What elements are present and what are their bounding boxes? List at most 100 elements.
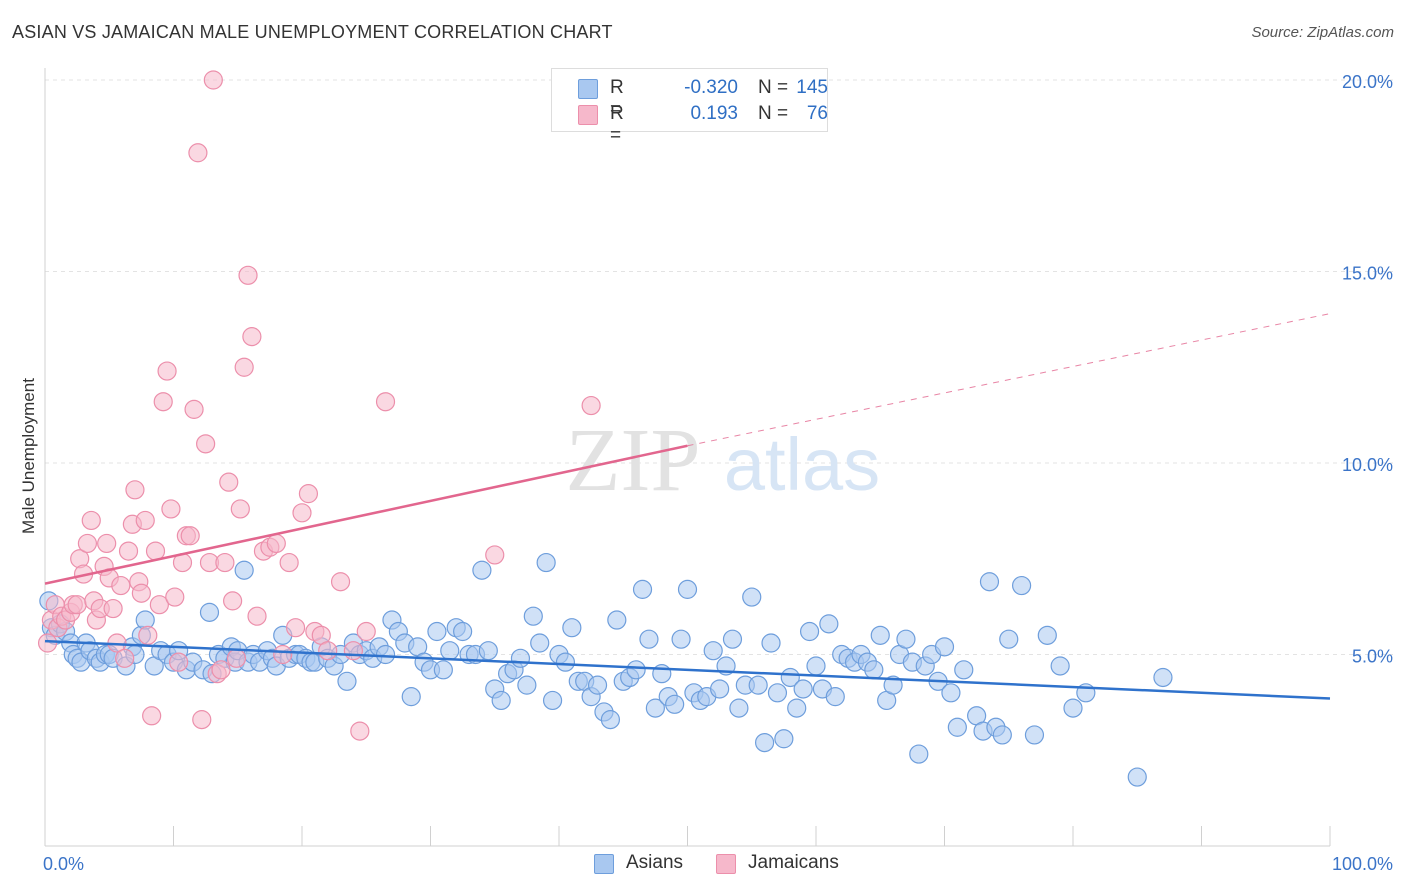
y-tick-label: 10.0% xyxy=(1342,455,1393,475)
asian-point xyxy=(337,671,357,691)
asian-point xyxy=(870,625,890,645)
asian-point xyxy=(806,656,826,676)
asian-point xyxy=(999,629,1019,649)
asian-point xyxy=(896,629,916,649)
asian-point xyxy=(517,675,537,695)
jamaican-point xyxy=(125,480,145,500)
asian-point xyxy=(883,675,903,695)
jamaican-point xyxy=(223,591,243,611)
jamaican-trend-extension xyxy=(687,313,1331,447)
jamaican-trend-line xyxy=(44,444,688,585)
jamaican-point xyxy=(138,625,158,645)
asian-point xyxy=(639,629,659,649)
jamaican-point xyxy=(131,583,151,603)
asian-point xyxy=(767,683,788,703)
asian-point xyxy=(587,675,608,695)
x-tick-label-start: 0.0% xyxy=(43,854,84,874)
asian-point xyxy=(722,629,743,649)
watermark-zip: ZIP xyxy=(566,411,701,510)
asian-point xyxy=(710,679,730,699)
watermark-atlas: atlas xyxy=(724,423,880,506)
jamaican-point xyxy=(581,395,601,416)
watermark: ZIP atlas xyxy=(566,411,881,510)
n-value: 145 xyxy=(796,77,828,98)
asian-point xyxy=(934,637,955,657)
jamaican-point xyxy=(226,648,247,668)
jamaican-point xyxy=(142,706,162,726)
asian-point xyxy=(787,698,807,718)
jamaican-point xyxy=(279,552,299,573)
jamaican-point xyxy=(81,510,101,531)
asian-point xyxy=(1011,575,1032,596)
asian-point xyxy=(401,687,421,707)
asian-point xyxy=(665,694,685,714)
asian-point xyxy=(199,602,220,622)
asians-swatch-icon xyxy=(578,79,598,99)
r-value: -0.320 xyxy=(684,77,738,98)
asian-point xyxy=(453,621,473,642)
asian-point xyxy=(774,729,794,749)
asian-point xyxy=(626,660,646,680)
jamaican-point xyxy=(77,533,98,554)
asian-point xyxy=(478,641,498,661)
jamaican-point xyxy=(238,265,258,285)
r-value: 0.193 xyxy=(690,103,738,124)
jamaican-point xyxy=(161,499,181,519)
asian-point xyxy=(433,660,453,680)
asian-point xyxy=(542,690,563,711)
jamaican-point xyxy=(215,552,235,573)
asian-point xyxy=(864,660,884,680)
jamaican-point xyxy=(266,533,286,554)
jamaican-point xyxy=(118,541,139,561)
jamaican-point xyxy=(149,595,169,615)
asian-point xyxy=(954,660,974,680)
asian-point xyxy=(799,621,820,642)
y-axis-label: Male Unemployment xyxy=(19,378,38,534)
asian-point xyxy=(941,683,961,703)
jamaican-point xyxy=(157,361,177,381)
r-label: R = xyxy=(610,77,624,120)
asian-point xyxy=(819,614,839,634)
asian-point xyxy=(510,648,531,668)
asian-point xyxy=(761,633,781,653)
y-tick-label: 20.0% xyxy=(1342,72,1393,92)
asian-point xyxy=(1037,625,1057,645)
jamaican-point xyxy=(203,70,223,90)
jamaican-point xyxy=(37,633,58,653)
jamaican-point xyxy=(219,472,239,492)
asian-point xyxy=(754,732,775,753)
jamaican-point xyxy=(298,484,319,504)
asians-legend-label: Asians xyxy=(626,852,684,873)
y-tick-label: 5.0% xyxy=(1352,647,1393,667)
jamaican-point xyxy=(285,618,306,638)
asian-point xyxy=(234,560,254,580)
asians-legend-swatch-icon xyxy=(594,854,614,874)
asian-point xyxy=(440,641,460,661)
jamaican-point xyxy=(211,660,231,680)
tick-labels: 5.0% 10.0% 15.0% 20.0% 0.0% 100.0% xyxy=(43,72,1393,874)
asian-point xyxy=(1063,698,1083,718)
jamaican-point xyxy=(97,533,117,554)
jamaican-point xyxy=(192,710,212,730)
asian-point xyxy=(555,652,576,672)
asian-point xyxy=(523,606,543,626)
asian-trend-line xyxy=(44,639,1331,700)
jamaican-point xyxy=(115,648,135,668)
chart-title: ASIAN VS JAMAICAN MALE UNEMPLOYMENT CORR… xyxy=(12,22,613,42)
jamaican-point xyxy=(318,641,338,661)
jamaican-point xyxy=(234,357,254,377)
jamaican-point xyxy=(184,399,204,419)
r-label: R = xyxy=(610,103,624,146)
series-legend: Asians Jamaicans xyxy=(0,852,1406,878)
asian-point xyxy=(1050,656,1070,676)
asian-point xyxy=(825,687,845,707)
jamaican-point xyxy=(292,503,312,523)
n-value: 76 xyxy=(806,103,828,124)
asian-point xyxy=(600,710,621,730)
asian-point xyxy=(748,675,768,695)
asian-point xyxy=(703,641,723,661)
asian-point xyxy=(472,560,492,580)
asian-point xyxy=(742,587,762,607)
n-label: N = xyxy=(758,103,789,124)
